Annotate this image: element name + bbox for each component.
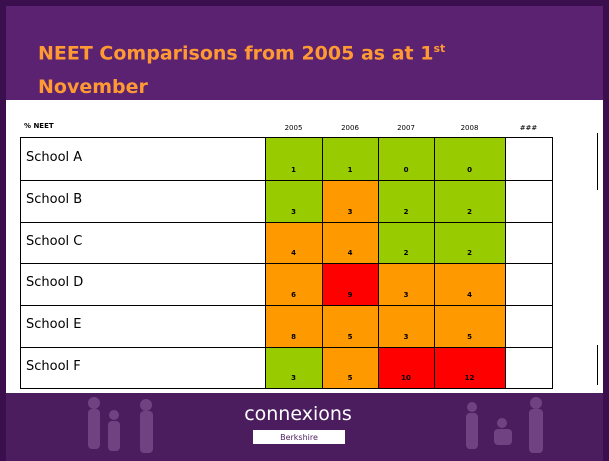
side-line [597, 133, 598, 190]
row-label: School C [26, 234, 82, 249]
cell-value: 2 [434, 208, 505, 216]
header: NEET Comparisons from 2005 as at 1st Nove… [6, 6, 603, 100]
data-cell [378, 137, 435, 181]
row-label: School A [26, 150, 82, 165]
data-cell [265, 137, 323, 181]
column-header: 2007 [378, 124, 434, 132]
data-cell [322, 137, 379, 181]
data-cell [265, 222, 323, 264]
data-cell [434, 305, 506, 348]
logo: connexions [244, 403, 352, 425]
cell-value: 2 [378, 249, 434, 257]
cell-value: 2 [378, 208, 434, 216]
data-cell [265, 305, 323, 348]
cell-value: 6 [265, 291, 322, 299]
data-cell [505, 347, 553, 389]
corner-label: % NEET [24, 122, 54, 130]
data-cell [434, 347, 506, 389]
cell-value: 3 [378, 291, 434, 299]
title: NEET Comparisons from 2005 as at 1st Nove… [38, 32, 445, 104]
data-cell [322, 222, 379, 264]
data-cell [434, 263, 506, 306]
data-cell [434, 137, 506, 181]
title-superscript: st [433, 42, 445, 55]
cell-value: 3 [265, 208, 322, 216]
data-cell [505, 305, 553, 348]
body: NEET Comparisons from 2005 as at 1st Nove… [0, 0, 609, 461]
cell-value: 0 [378, 166, 434, 174]
data-cell [378, 180, 435, 223]
footer-art: connexions Berkshire [6, 393, 603, 461]
title-start: NEET Comparisons from 2005 as at 1 [38, 42, 433, 64]
data-cell [434, 222, 506, 264]
data-cell [378, 305, 435, 348]
cell-value: 9 [322, 291, 378, 299]
slide: NEET Comparisons from 2005 as at 1st Nove… [0, 0, 609, 461]
row-label: School E [26, 317, 82, 332]
cell-value: 0 [434, 166, 505, 174]
cell-value: 4 [322, 249, 378, 257]
cell-value: 3 [265, 374, 322, 382]
column-header: 2006 [322, 124, 378, 132]
column-header: ### [505, 124, 552, 132]
column-header: 2005 [265, 124, 322, 132]
footer: connexions Berkshire [6, 393, 603, 461]
cell-value: 3 [378, 333, 434, 341]
data-cell [322, 305, 379, 348]
side-line [597, 345, 598, 385]
row-label: School B [26, 192, 82, 207]
data-cell [505, 180, 553, 223]
page: {"header": {"title_start": "NEET Compari… [0, 0, 609, 461]
cell-value: 12 [434, 374, 505, 382]
cell-value: 2 [434, 249, 505, 257]
cell-value: 5 [322, 333, 378, 341]
cell-value: 4 [434, 291, 505, 299]
cell-value: 3 [322, 208, 378, 216]
data-cell [434, 180, 506, 223]
cell-value: 1 [265, 166, 322, 174]
data-cell [505, 263, 553, 306]
cell-value: 5 [434, 333, 505, 341]
data-cell [378, 222, 435, 264]
data-cell [322, 263, 379, 306]
data-cell [378, 347, 435, 389]
row-label: School D [26, 275, 83, 290]
data-cell [322, 180, 379, 223]
data-cell [265, 263, 323, 306]
data-cell [322, 347, 379, 389]
column-header: 2008 [434, 124, 505, 132]
data-cell [265, 347, 323, 389]
cell-value: 5 [322, 374, 378, 382]
cell-value: 4 [265, 249, 322, 257]
cell-value: 8 [265, 333, 322, 341]
data-cell [505, 222, 553, 264]
row-label: School F [26, 359, 81, 374]
data-cell [505, 137, 553, 181]
data-cell [378, 263, 435, 306]
title-end: November [38, 76, 148, 98]
data-cell [265, 180, 323, 223]
cell-value: 10 [378, 374, 434, 382]
region: Berkshire [280, 433, 318, 442]
cell-value: 1 [322, 166, 378, 174]
